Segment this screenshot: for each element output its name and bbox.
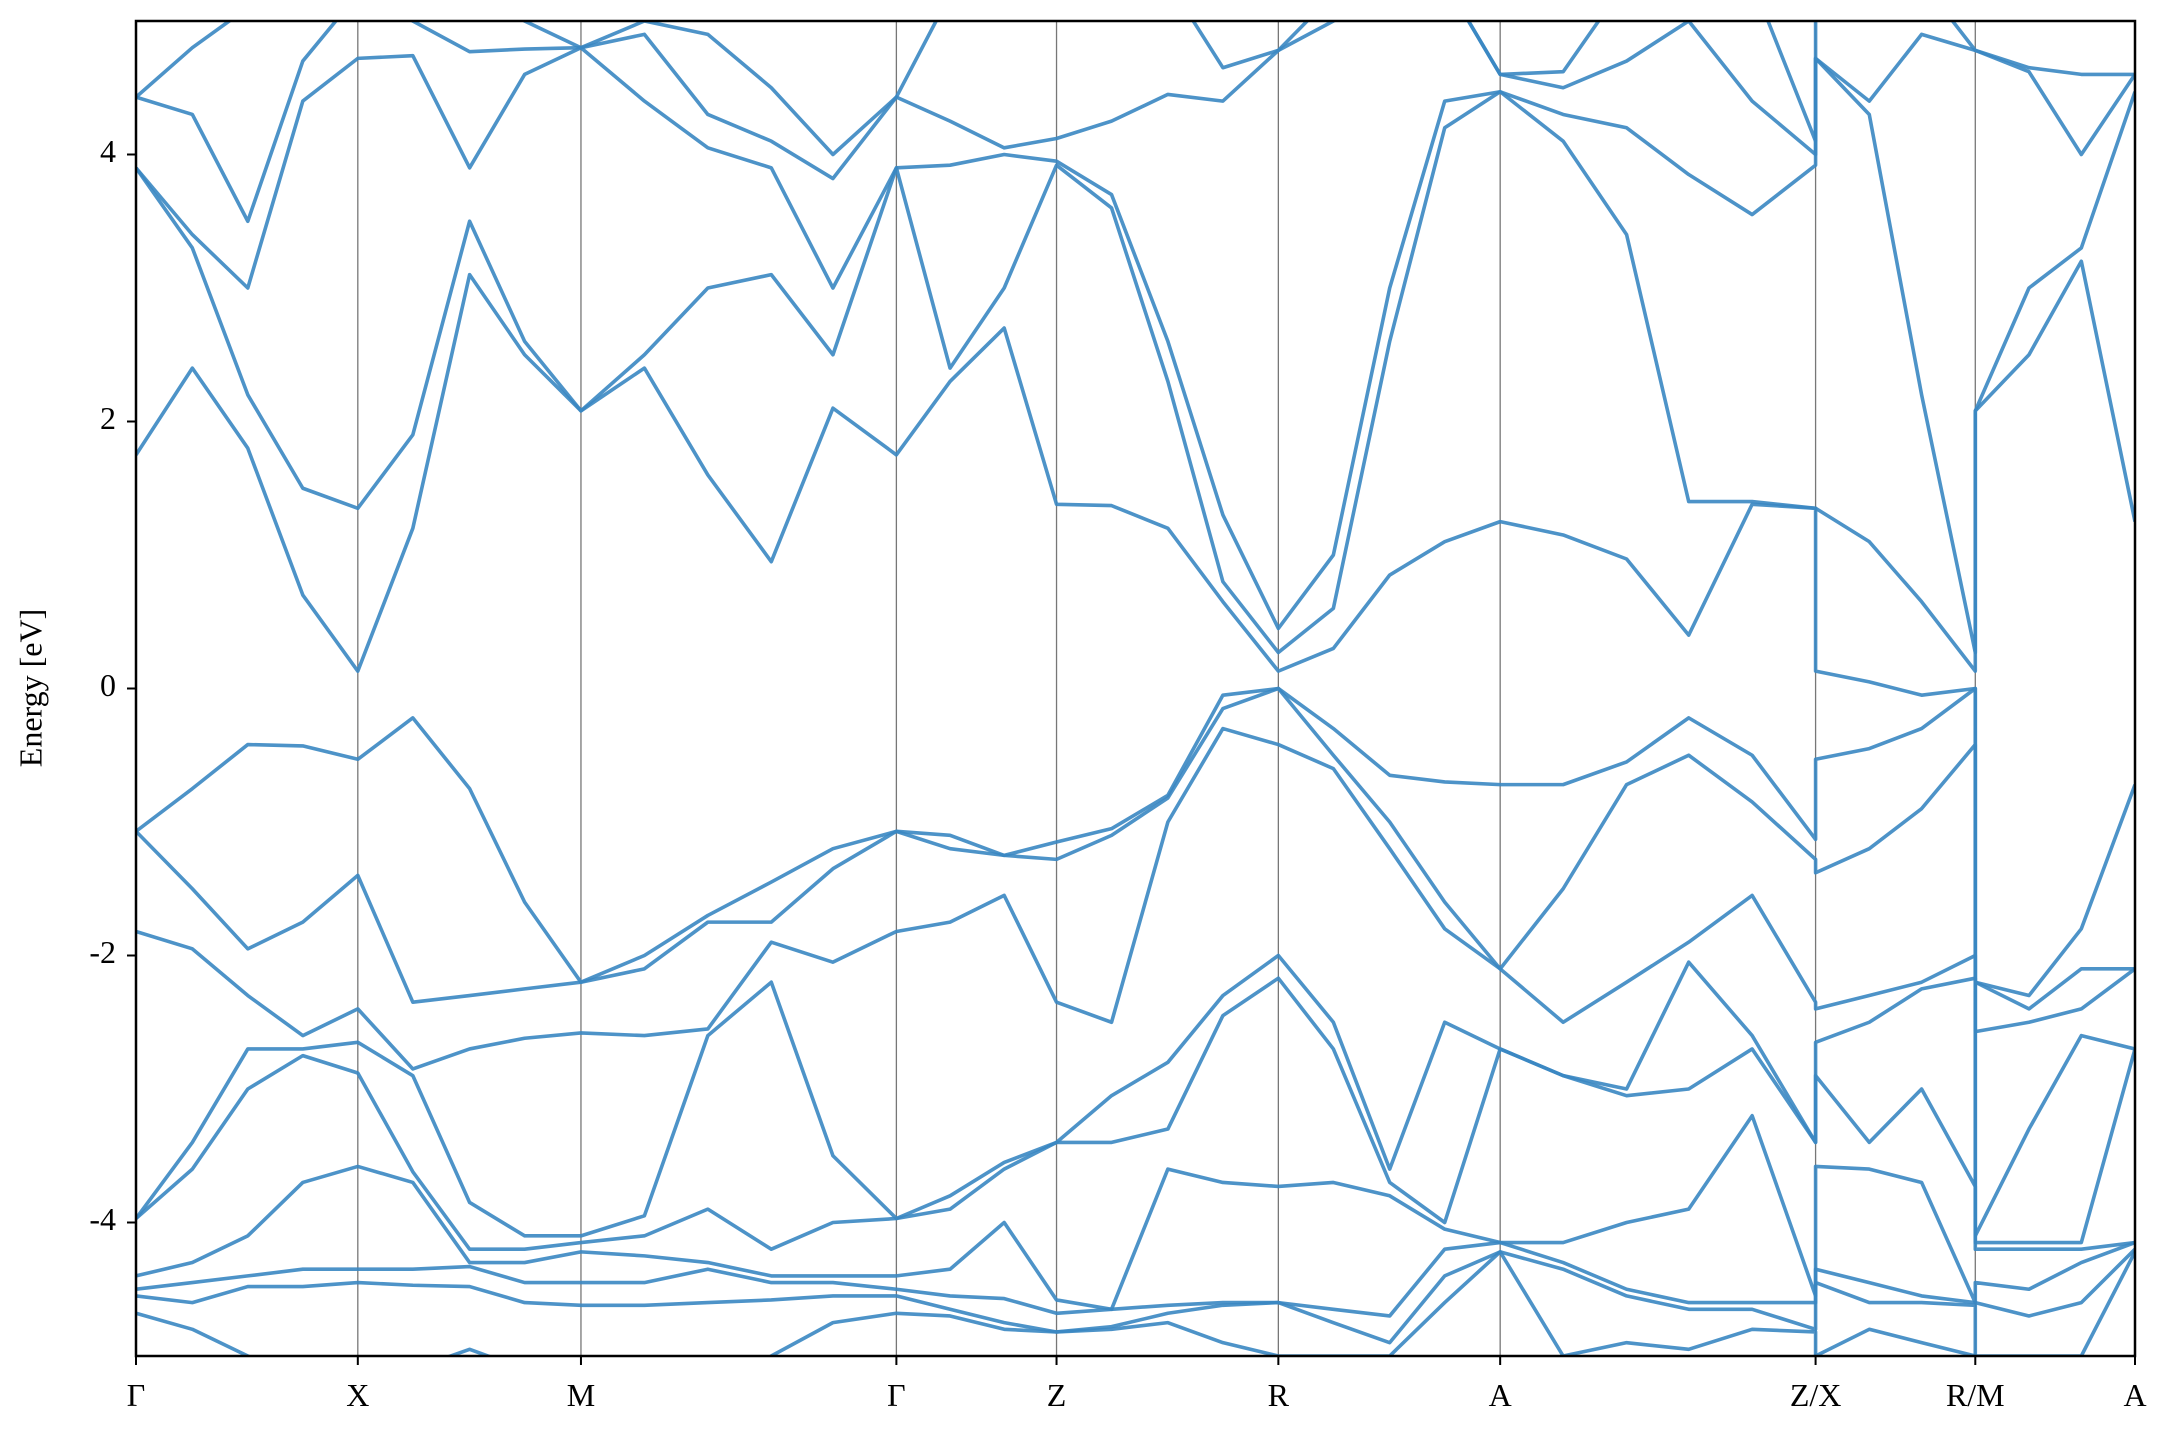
band-line bbox=[136, 976, 2135, 1251]
x-tick-label: X bbox=[346, 1377, 369, 1413]
band-line bbox=[136, 45, 2135, 655]
x-tick-label: Z/X bbox=[1790, 1377, 1842, 1413]
y-tick-label: 0 bbox=[100, 667, 116, 703]
band-line bbox=[136, 89, 2135, 673]
y-tick-label: 4 bbox=[100, 133, 116, 169]
plot-frame bbox=[134, 19, 2137, 1358]
x-tick-label: A bbox=[1489, 1377, 1512, 1413]
band-line bbox=[136, 1250, 2135, 1356]
x-tick-label: Γ bbox=[887, 1377, 906, 1413]
x-tick-label: R/M bbox=[1946, 1377, 2005, 1413]
x-tick-label: A bbox=[2123, 1377, 2146, 1413]
band-line bbox=[136, 21, 2135, 224]
band-line bbox=[136, 726, 2135, 1238]
band-line bbox=[136, 686, 2135, 1011]
band-line bbox=[136, 1240, 2135, 1318]
bands bbox=[136, 21, 2135, 1356]
x-tick-label: R bbox=[1268, 1377, 1290, 1413]
band-line bbox=[136, 953, 2135, 1245]
x-tick-label: Γ bbox=[127, 1377, 146, 1413]
x-tick-label: Z bbox=[1047, 1377, 1067, 1413]
y-tick-label: -2 bbox=[89, 934, 116, 970]
band-line bbox=[136, 272, 2135, 998]
y-tick-label: 2 bbox=[100, 400, 116, 436]
band-line bbox=[136, 686, 2135, 1034]
x-tick-label: M bbox=[567, 1377, 595, 1413]
band-line bbox=[136, 1250, 2135, 1356]
band-line bbox=[136, 1113, 2135, 1312]
y-axis-label: Energy [eV] bbox=[12, 609, 48, 767]
y-tick-label: -4 bbox=[89, 1201, 116, 1237]
